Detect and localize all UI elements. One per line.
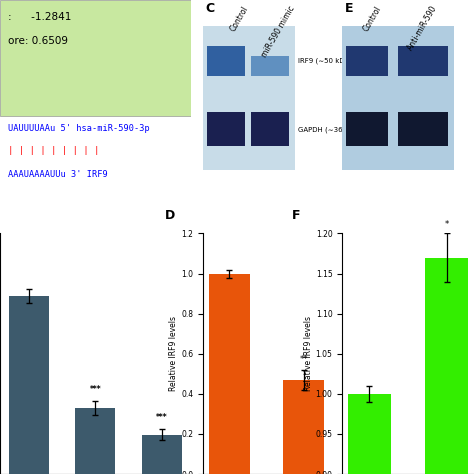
Bar [251, 56, 290, 76]
Bar [346, 112, 388, 146]
Bar [398, 112, 447, 146]
Bar [251, 112, 290, 146]
Text: D: D [165, 210, 175, 222]
Text: miR-590 mimic: miR-590 mimic [260, 4, 297, 59]
Y-axis label: Relative IRF9 levels: Relative IRF9 levels [169, 316, 178, 391]
Bar [348, 394, 391, 474]
Text: GAPDH (∼36 kDa): GAPDH (∼36 kDa) [298, 126, 362, 133]
Text: AAAUAAAAUUu 3' IRF9: AAAUAAAAUUu 3' IRF9 [8, 170, 108, 179]
Text: F: F [292, 210, 301, 222]
Bar [346, 46, 388, 76]
Text: ***: *** [90, 385, 101, 394]
Text: IRF9 (∼50 kDa): IRF9 (∼50 kDa) [298, 58, 352, 64]
Bar [9, 296, 49, 474]
Bar [75, 408, 116, 474]
Bar [207, 112, 245, 146]
Bar [142, 435, 182, 474]
Text: Anti-miR-590: Anti-miR-590 [405, 4, 438, 52]
Bar [426, 257, 468, 474]
Text: C: C [205, 2, 215, 15]
Text: UAUUUUAAu 5' hsa-miR-590-3p: UAUUUUAAu 5' hsa-miR-590-3p [8, 124, 149, 133]
Bar [342, 26, 454, 170]
Text: | | | | | | | | |: | | | | | | | | | [8, 146, 99, 155]
Text: Control: Control [362, 4, 383, 33]
Bar [0, 0, 191, 116]
Text: Control: Control [228, 4, 250, 33]
Bar [283, 380, 324, 474]
Text: ***: *** [156, 413, 168, 422]
Bar [398, 46, 447, 76]
Bar [207, 46, 245, 76]
Text: E: E [345, 2, 353, 15]
Bar [209, 273, 250, 474]
Text: *: * [445, 220, 449, 229]
Text: **: ** [300, 355, 308, 364]
Bar [203, 26, 294, 170]
Text: ore: 0.6509: ore: 0.6509 [8, 36, 68, 46]
Text: :      -1.2841: : -1.2841 [8, 12, 71, 22]
Y-axis label: Relative IRF9 levels: Relative IRF9 levels [304, 316, 313, 391]
